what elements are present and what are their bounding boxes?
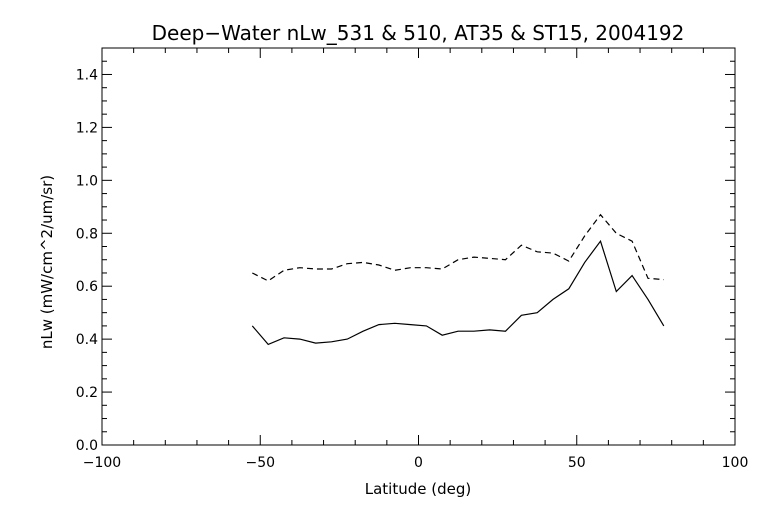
series-line-dashed — [252, 213, 664, 282]
plot-frame — [101, 47, 736, 446]
chart-title: Deep−Water nLw_531 & 510, AT35 & ST15, 2… — [152, 21, 685, 45]
y-tick-label: 0.2 — [76, 385, 98, 401]
x-tick-label: 100 — [722, 455, 749, 471]
plot-area — [101, 47, 736, 446]
y-tick-label: 0.0 — [76, 438, 98, 454]
y-tick-label: 1.4 — [76, 67, 98, 83]
y-axis: 0.0 0.2 0.4 0.6 0.8 1.0 1.2 1.4 — [76, 47, 735, 454]
x-tick-label: 50 — [568, 455, 586, 471]
x-tick-label: 0 — [414, 455, 423, 471]
y-tick-label: 0.4 — [76, 332, 98, 348]
x-tick-label: −50 — [245, 455, 275, 471]
y-tick-label: 1.0 — [76, 173, 98, 189]
y-tick-label: 1.2 — [76, 120, 98, 136]
y-tick-label: 0.8 — [76, 226, 98, 242]
x-axis-label: Latitude (deg) — [365, 480, 471, 498]
series-layer — [251, 213, 665, 346]
x-axis: −100 −50 0 50 100 — [83, 48, 749, 471]
series-line-solid — [251, 239, 665, 346]
y-axis-label: nLw (mW/cm^2/um/sr) — [38, 175, 56, 349]
x-tick-label: −100 — [83, 455, 121, 471]
y-tick-label: 0.6 — [76, 279, 98, 295]
